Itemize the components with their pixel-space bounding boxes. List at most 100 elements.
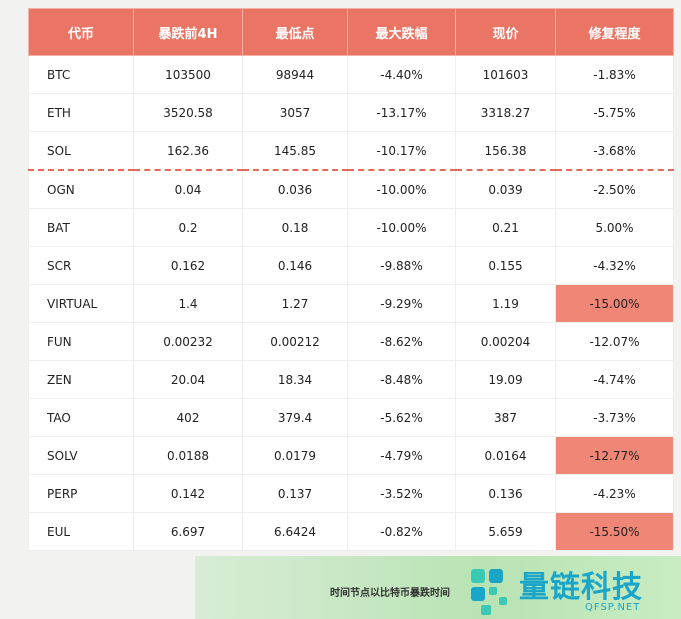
value-cell: -5.75%: [555, 93, 674, 132]
value-cell: 0.2: [133, 208, 243, 247]
table-row: BTC 103500 98944 -4.40% 101603 -1.83%: [28, 55, 674, 94]
token-cell: SOLV: [28, 436, 134, 475]
value-cell: 0.21: [455, 208, 556, 247]
value-cell: 145.85: [242, 131, 348, 171]
value-cell: 1.4: [133, 284, 243, 323]
value-cell: -4.23%: [555, 474, 674, 513]
table-row: FUN 0.00232 0.00212 -8.62% 0.00204 -12.07%: [28, 322, 674, 361]
value-cell: 387: [455, 398, 556, 437]
value-cell: 0.18: [242, 208, 348, 247]
value-cell: 0.155: [455, 246, 556, 285]
value-cell: -10.00%: [347, 169, 456, 209]
table-row: SOL 162.36 145.85 -10.17% 156.38 -3.68%: [28, 131, 674, 171]
token-cell: SCR: [28, 246, 134, 285]
table-container: 代币 暴跌前4H 最低点 最大跌幅 现价 修复程度 BTC 103500 98944 -4.40…: [28, 8, 674, 551]
value-cell: -9.29%: [347, 284, 456, 323]
table-row: ZEN 20.04 18.34 -8.48% 19.09 -4.74%: [28, 360, 674, 399]
value-cell: -8.48%: [347, 360, 456, 399]
token-cell: ZEN: [28, 360, 134, 399]
table-row: BAT 0.2 0.18 -10.00% 0.21 5.00%: [28, 208, 674, 247]
price-table: 代币 暴跌前4H 最低点 最大跌幅 现价 修复程度 BTC 103500 98944 -4.40…: [28, 8, 674, 551]
table-row: SOLV 0.0188 0.0179 -4.79% 0.0164 -12.77%: [28, 436, 674, 475]
table-row: VIRTUAL 1.4 1.27 -9.29% 1.19 -15.00%: [28, 284, 674, 323]
token-cell: ETH: [28, 93, 134, 132]
footer-note: 时间节点以比特币暴跌时间: [330, 588, 450, 599]
brand-name: 量链科技: [519, 570, 643, 605]
column-header: 现价: [455, 8, 556, 56]
value-cell: 1.27: [242, 284, 348, 323]
value-cell: 5.00%: [555, 208, 674, 247]
value-cell: -15.00%: [555, 284, 674, 323]
logo-icon: [471, 569, 507, 615]
value-cell: 3318.27: [455, 93, 556, 132]
value-cell: 402: [133, 398, 243, 437]
value-cell: 0.036: [242, 169, 348, 209]
value-cell: -2.50%: [555, 169, 674, 209]
value-cell: -4.32%: [555, 246, 674, 285]
footer-band: 时间节点以比特币暴跌时间: [195, 556, 681, 619]
value-cell: 0.00232: [133, 322, 243, 361]
value-cell: 3057: [242, 93, 348, 132]
column-header: 最大跌幅: [347, 8, 456, 56]
column-header: 代币: [28, 8, 134, 56]
value-cell: 0.162: [133, 246, 243, 285]
value-cell: 0.039: [455, 169, 556, 209]
value-cell: 3520.58: [133, 93, 243, 132]
value-cell: -4.74%: [555, 360, 674, 399]
value-cell: -12.77%: [555, 436, 674, 475]
token-cell: VIRTUAL: [28, 284, 134, 323]
value-cell: 6.6424: [242, 512, 348, 551]
value-cell: -0.82%: [347, 512, 456, 551]
token-cell: BTC: [28, 55, 134, 94]
column-header: 暴跌前4H: [133, 8, 243, 56]
value-cell: -1.83%: [555, 55, 674, 94]
value-cell: 103500: [133, 55, 243, 94]
value-cell: -9.88%: [347, 246, 456, 285]
value-cell: -13.17%: [347, 93, 456, 132]
value-cell: -12.07%: [555, 322, 674, 361]
value-cell: 0.04: [133, 169, 243, 209]
value-cell: 0.0164: [455, 436, 556, 475]
value-cell: 0.0179: [242, 436, 348, 475]
token-cell: SOL: [28, 131, 134, 171]
table-row: TAO 402 379.4 -5.62% 387 -3.73%: [28, 398, 674, 437]
value-cell: -10.17%: [347, 131, 456, 171]
value-cell: 0.142: [133, 474, 243, 513]
value-cell: 1.19: [455, 284, 556, 323]
brand-site: QFSP.NET: [585, 602, 641, 613]
token-cell: PERP: [28, 474, 134, 513]
value-cell: -3.73%: [555, 398, 674, 437]
token-cell: OGN: [28, 169, 134, 209]
table-row: EUL 6.697 6.6424 -0.82% 5.659 -15.50%: [28, 512, 674, 551]
token-cell: FUN: [28, 322, 134, 361]
value-cell: 101603: [455, 55, 556, 94]
token-cell: EUL: [28, 512, 134, 551]
value-cell: -15.50%: [555, 512, 674, 551]
value-cell: 0.00204: [455, 322, 556, 361]
table-row: SCR 0.162 0.146 -9.88% 0.155 -4.32%: [28, 246, 674, 285]
column-header: 修复程度: [555, 8, 674, 56]
table-row: ETH 3520.58 3057 -13.17% 3318.27 -5.75%: [28, 93, 674, 132]
value-cell: 162.36: [133, 131, 243, 171]
logo: 量链科技 QFSP.NET: [465, 560, 681, 619]
table-row: OGN 0.04 0.036 -10.00% 0.039 -2.50%: [28, 169, 674, 209]
value-cell: 98944: [242, 55, 348, 94]
table-row: PERP 0.142 0.137 -3.52% 0.136 -4.23%: [28, 474, 674, 513]
value-cell: 379.4: [242, 398, 348, 437]
token-cell: TAO: [28, 398, 134, 437]
value-cell: 0.00212: [242, 322, 348, 361]
value-cell: -4.79%: [347, 436, 456, 475]
token-cell: BAT: [28, 208, 134, 247]
header-row: 代币 暴跌前4H 最低点 最大跌幅 现价 修复程度: [28, 8, 674, 56]
value-cell: 0.137: [242, 474, 348, 513]
value-cell: 156.38: [455, 131, 556, 171]
value-cell: -10.00%: [347, 208, 456, 247]
value-cell: 5.659: [455, 512, 556, 551]
value-cell: 20.04: [133, 360, 243, 399]
value-cell: -4.40%: [347, 55, 456, 94]
value-cell: 18.34: [242, 360, 348, 399]
value-cell: 0.136: [455, 474, 556, 513]
value-cell: -5.62%: [347, 398, 456, 437]
column-header: 最低点: [242, 8, 348, 56]
